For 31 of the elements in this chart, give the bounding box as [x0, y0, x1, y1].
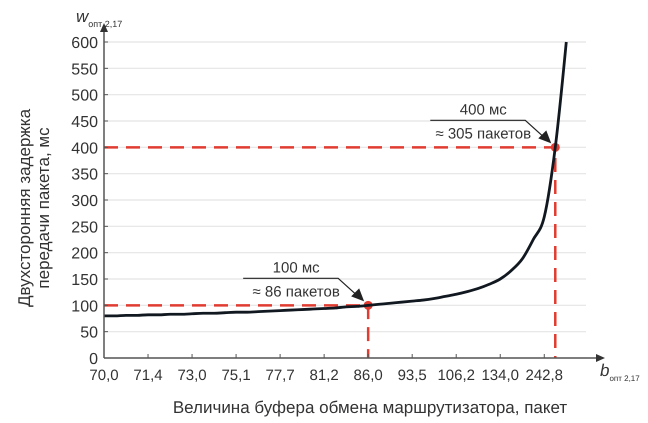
text: w$_{опт 2,17}$ [76, 7, 122, 29]
y-tick-label: 100 [71, 298, 98, 316]
x-tick-label: 70,0 [89, 367, 119, 384]
annotation: 100 мс ≈ 86 пакетов [252, 259, 340, 300]
y-tick-label: 450 [71, 114, 98, 131]
y-tick-label: 550 [71, 61, 98, 78]
line-series [102, 40, 568, 318]
y-tick-label: 350 [71, 166, 98, 184]
x-tick-label: 134,0 [481, 367, 520, 384]
y-tick-label: 0 [89, 351, 98, 368]
x-tick-label: 75,1 [221, 367, 251, 384]
x-tick-label: 106,2 [437, 367, 475, 384]
x-tick-label: 242,8 [525, 367, 564, 384]
x-axis-title: Величина буфера обмена маршрутизатора, пакет [172, 398, 568, 417]
x-tick-label: 77,7 [266, 367, 295, 384]
y-tick-label: 150 [71, 272, 98, 289]
annotation: 400 мс ≈ 305 пакетов [435, 101, 532, 142]
y-tick-label: 250 [71, 219, 98, 236]
y-axis-title: Двухсторонняя задержка передачи пакета, мс [15, 108, 53, 308]
y-tick-label: 300 [71, 193, 98, 210]
x-tick-label: 93,5 [398, 367, 427, 384]
y-tick-label: 50 [80, 324, 98, 342]
y-tick-label: 400 [71, 140, 98, 158]
text: b$_{опт 2,17}$ [600, 361, 640, 382]
x-tick-label: 71,4 [133, 367, 163, 384]
y-tick-label: 500 [71, 88, 98, 105]
x-tick-label: 86,0 [354, 367, 383, 384]
y-tick-label: 600 [71, 35, 98, 52]
y-tick-label: 200 [71, 246, 98, 263]
x-tick-label: 73,0 [177, 367, 207, 384]
x-tick-label: 81,2 [310, 367, 339, 384]
